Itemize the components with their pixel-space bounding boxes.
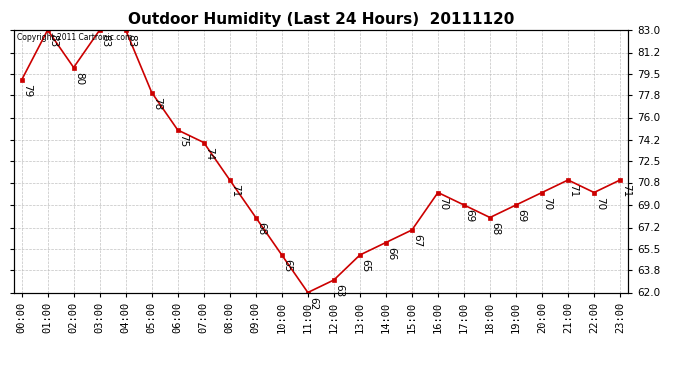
Text: Copyright 2011 Cartronic.com: Copyright 2011 Cartronic.com xyxy=(17,33,132,42)
Text: 69: 69 xyxy=(517,209,526,222)
Text: 78: 78 xyxy=(152,97,162,110)
Text: 71: 71 xyxy=(620,184,631,197)
Text: 83: 83 xyxy=(100,34,110,47)
Text: 65: 65 xyxy=(282,259,293,272)
Text: 68: 68 xyxy=(257,222,266,235)
Text: 69: 69 xyxy=(464,209,475,222)
Text: 68: 68 xyxy=(491,222,500,235)
Text: 66: 66 xyxy=(386,247,397,260)
Text: 70: 70 xyxy=(439,196,449,210)
Text: 65: 65 xyxy=(360,259,371,272)
Text: 70: 70 xyxy=(595,196,604,210)
Text: 79: 79 xyxy=(22,84,32,98)
Text: 70: 70 xyxy=(542,196,553,210)
Text: 67: 67 xyxy=(413,234,422,248)
Text: 83: 83 xyxy=(126,34,136,47)
Text: 83: 83 xyxy=(48,34,58,47)
Title: Outdoor Humidity (Last 24 Hours)  20111120: Outdoor Humidity (Last 24 Hours) 2011112… xyxy=(128,12,514,27)
Text: 63: 63 xyxy=(335,284,344,297)
Text: 75: 75 xyxy=(178,134,188,147)
Text: 71: 71 xyxy=(230,184,240,197)
Text: 62: 62 xyxy=(308,297,318,310)
Text: 74: 74 xyxy=(204,147,215,160)
Text: 80: 80 xyxy=(75,72,84,85)
Text: 71: 71 xyxy=(569,184,579,197)
